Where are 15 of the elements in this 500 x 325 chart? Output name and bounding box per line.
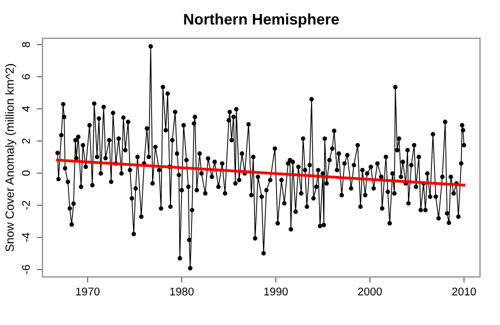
- x-tick-label: 2000: [358, 288, 382, 296]
- x-tick-label: 1980: [170, 288, 194, 296]
- y-tick-label: 2: [22, 138, 30, 144]
- y-tick-label: 4: [22, 106, 30, 112]
- y-tick-label: 8: [22, 42, 30, 48]
- y-tick-label: -4: [22, 232, 30, 242]
- y-tick-label: -2: [22, 200, 30, 210]
- x-tick-label: 2010: [452, 288, 476, 296]
- y-axis-title: Snow Cover Anomaly (million km^2): [5, 64, 16, 252]
- chart-title: Northern Hemisphere: [184, 13, 339, 28]
- x-tick-label: 1970: [76, 288, 100, 296]
- y-tick-label: -6: [22, 265, 30, 274]
- y-tick-label: 6: [22, 74, 30, 80]
- x-tick-label: 1990: [264, 288, 288, 296]
- y-tick-label: 0: [22, 170, 30, 176]
